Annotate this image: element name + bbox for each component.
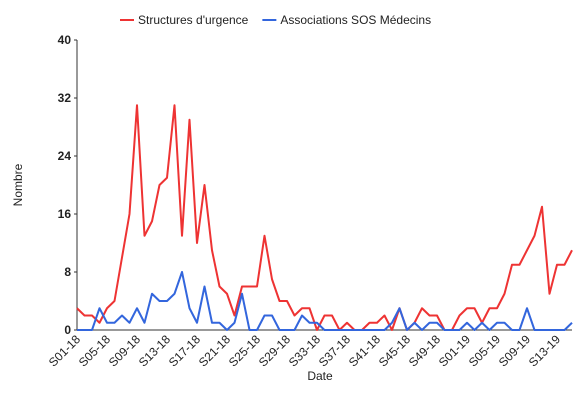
y-tick-label: 32 [58, 91, 72, 105]
y-axis-label: Nombre [11, 163, 25, 206]
y-tick-label: 24 [58, 149, 72, 163]
x-tick-label: S09-18 [106, 332, 143, 369]
y-tick-label: 8 [64, 265, 71, 279]
x-tick-label: S13-19 [526, 332, 563, 369]
x-tick-label: S33-18 [286, 332, 323, 369]
x-tick-label: S01-18 [46, 332, 83, 369]
x-tick-label: S17-18 [166, 332, 203, 369]
x-tick-label: S05-19 [466, 332, 503, 369]
y-tick-label: 0 [64, 323, 71, 337]
x-tick-label: S01-19 [436, 332, 473, 369]
x-tick-label: S09-19 [496, 332, 533, 369]
x-tick-label: S45-18 [376, 332, 413, 369]
x-axis-label: Date [307, 369, 333, 383]
x-tick-label: S05-18 [76, 332, 113, 369]
line-series [77, 271, 573, 331]
legend-label: Structures d'urgence [138, 13, 249, 27]
x-tick-label: S21-18 [196, 332, 233, 369]
x-tick-label: S37-18 [316, 332, 353, 369]
x-tick-label: S13-18 [136, 332, 173, 369]
line-series [76, 104, 573, 331]
x-tick-label: S49-18 [406, 332, 443, 369]
x-tick-label: S25-18 [226, 332, 263, 369]
legend-label: Associations SOS Médecins [280, 13, 431, 27]
x-tick-label: S29-18 [256, 332, 293, 369]
x-tick-label: S41-18 [346, 332, 383, 369]
y-tick-label: 16 [58, 207, 72, 221]
y-tick-label: 40 [58, 33, 72, 47]
